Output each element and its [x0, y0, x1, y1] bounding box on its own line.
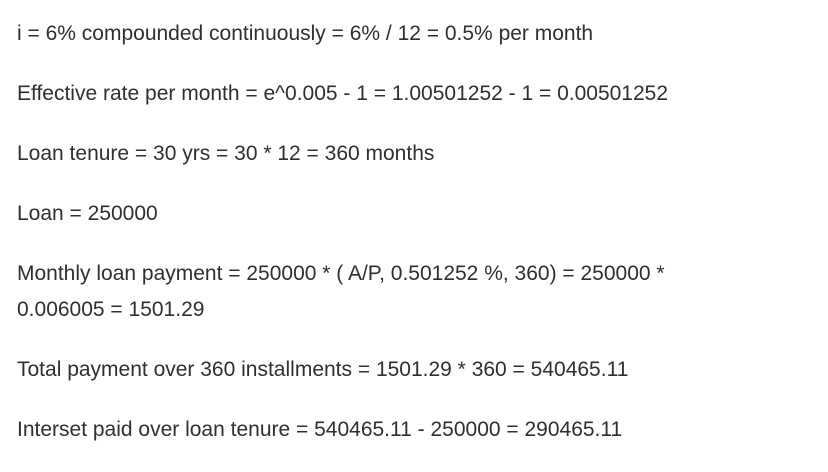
monthly-payment-result-line: 0.006005 = 1501.29 — [17, 298, 205, 321]
loan-amount-line: Loan = 250000 — [17, 202, 158, 225]
interest-paid-line: Interset paid over loan tenure = 540465.… — [17, 418, 623, 441]
interest-rate-line: i = 6% compounded continuously = 6% / 12… — [17, 22, 594, 45]
effective-rate-line: Effective rate per month = e^0.005 - 1 =… — [17, 82, 669, 105]
total-payment-line: Total payment over 360 installments = 15… — [17, 358, 629, 381]
monthly-payment-line: Monthly loan payment = 250000 * ( A/P, 0… — [17, 262, 665, 285]
loan-tenure-line: Loan tenure = 30 yrs = 30 * 12 = 360 mon… — [17, 142, 435, 165]
